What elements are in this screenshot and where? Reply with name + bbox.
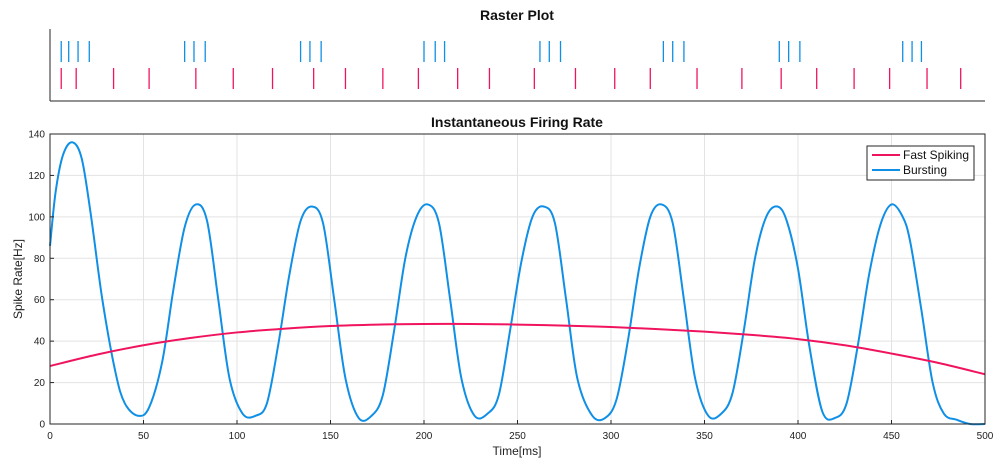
y-tick-label: 60 (34, 295, 46, 306)
y-axis-label: Spike Rate[Hz] (11, 239, 25, 319)
legend: Fast Spiking Bursting (866, 145, 975, 181)
rate-series (49, 141, 986, 426)
x-tick-label: 50 (138, 431, 150, 442)
rate-panel: Instantaneous Firing Rate 0 50 100 150 200 25… (11, 114, 994, 458)
y-tick-label: 80 (34, 254, 46, 265)
series-line-bursting (49, 141, 986, 426)
x-tick-label: 0 (47, 431, 53, 442)
legend-label-bursting: Bursting (903, 163, 947, 177)
raster-panel: Raster Plot (49, 7, 985, 102)
x-tick-label: 300 (603, 431, 620, 442)
y-tick-label: 140 (28, 130, 45, 141)
raster-title: Raster Plot (480, 7, 554, 23)
x-tick-label: 250 (509, 431, 526, 442)
x-axis-label: Time[ms] (493, 444, 542, 458)
x-tick-label: 450 (883, 431, 900, 442)
x-tick-label: 400 (790, 431, 807, 442)
legend-label-fast-spiking: Fast Spiking (903, 148, 969, 162)
y-tick-label: 20 (34, 378, 46, 389)
series-line-fast-spiking (49, 322, 986, 376)
rate-title: Instantaneous Firing Rate (431, 114, 603, 130)
y-tick-label: 120 (28, 171, 45, 182)
legend-box (866, 145, 975, 181)
x-tick-label: 100 (229, 431, 246, 442)
y-tick-label: 40 (34, 337, 46, 348)
rate-tick-labels: 0 50 100 150 200 250 300 350 400 450 500 0 20 40 60 80 1… (28, 130, 993, 443)
x-tick-label: 150 (322, 431, 339, 442)
raster-spike-marks (60, 41, 962, 89)
x-tick-label: 350 (696, 431, 713, 442)
x-tick-label: 500 (977, 431, 994, 442)
y-tick-label: 100 (28, 212, 45, 223)
x-tick-label: 200 (416, 431, 433, 442)
y-tick-label: 0 (39, 420, 45, 431)
